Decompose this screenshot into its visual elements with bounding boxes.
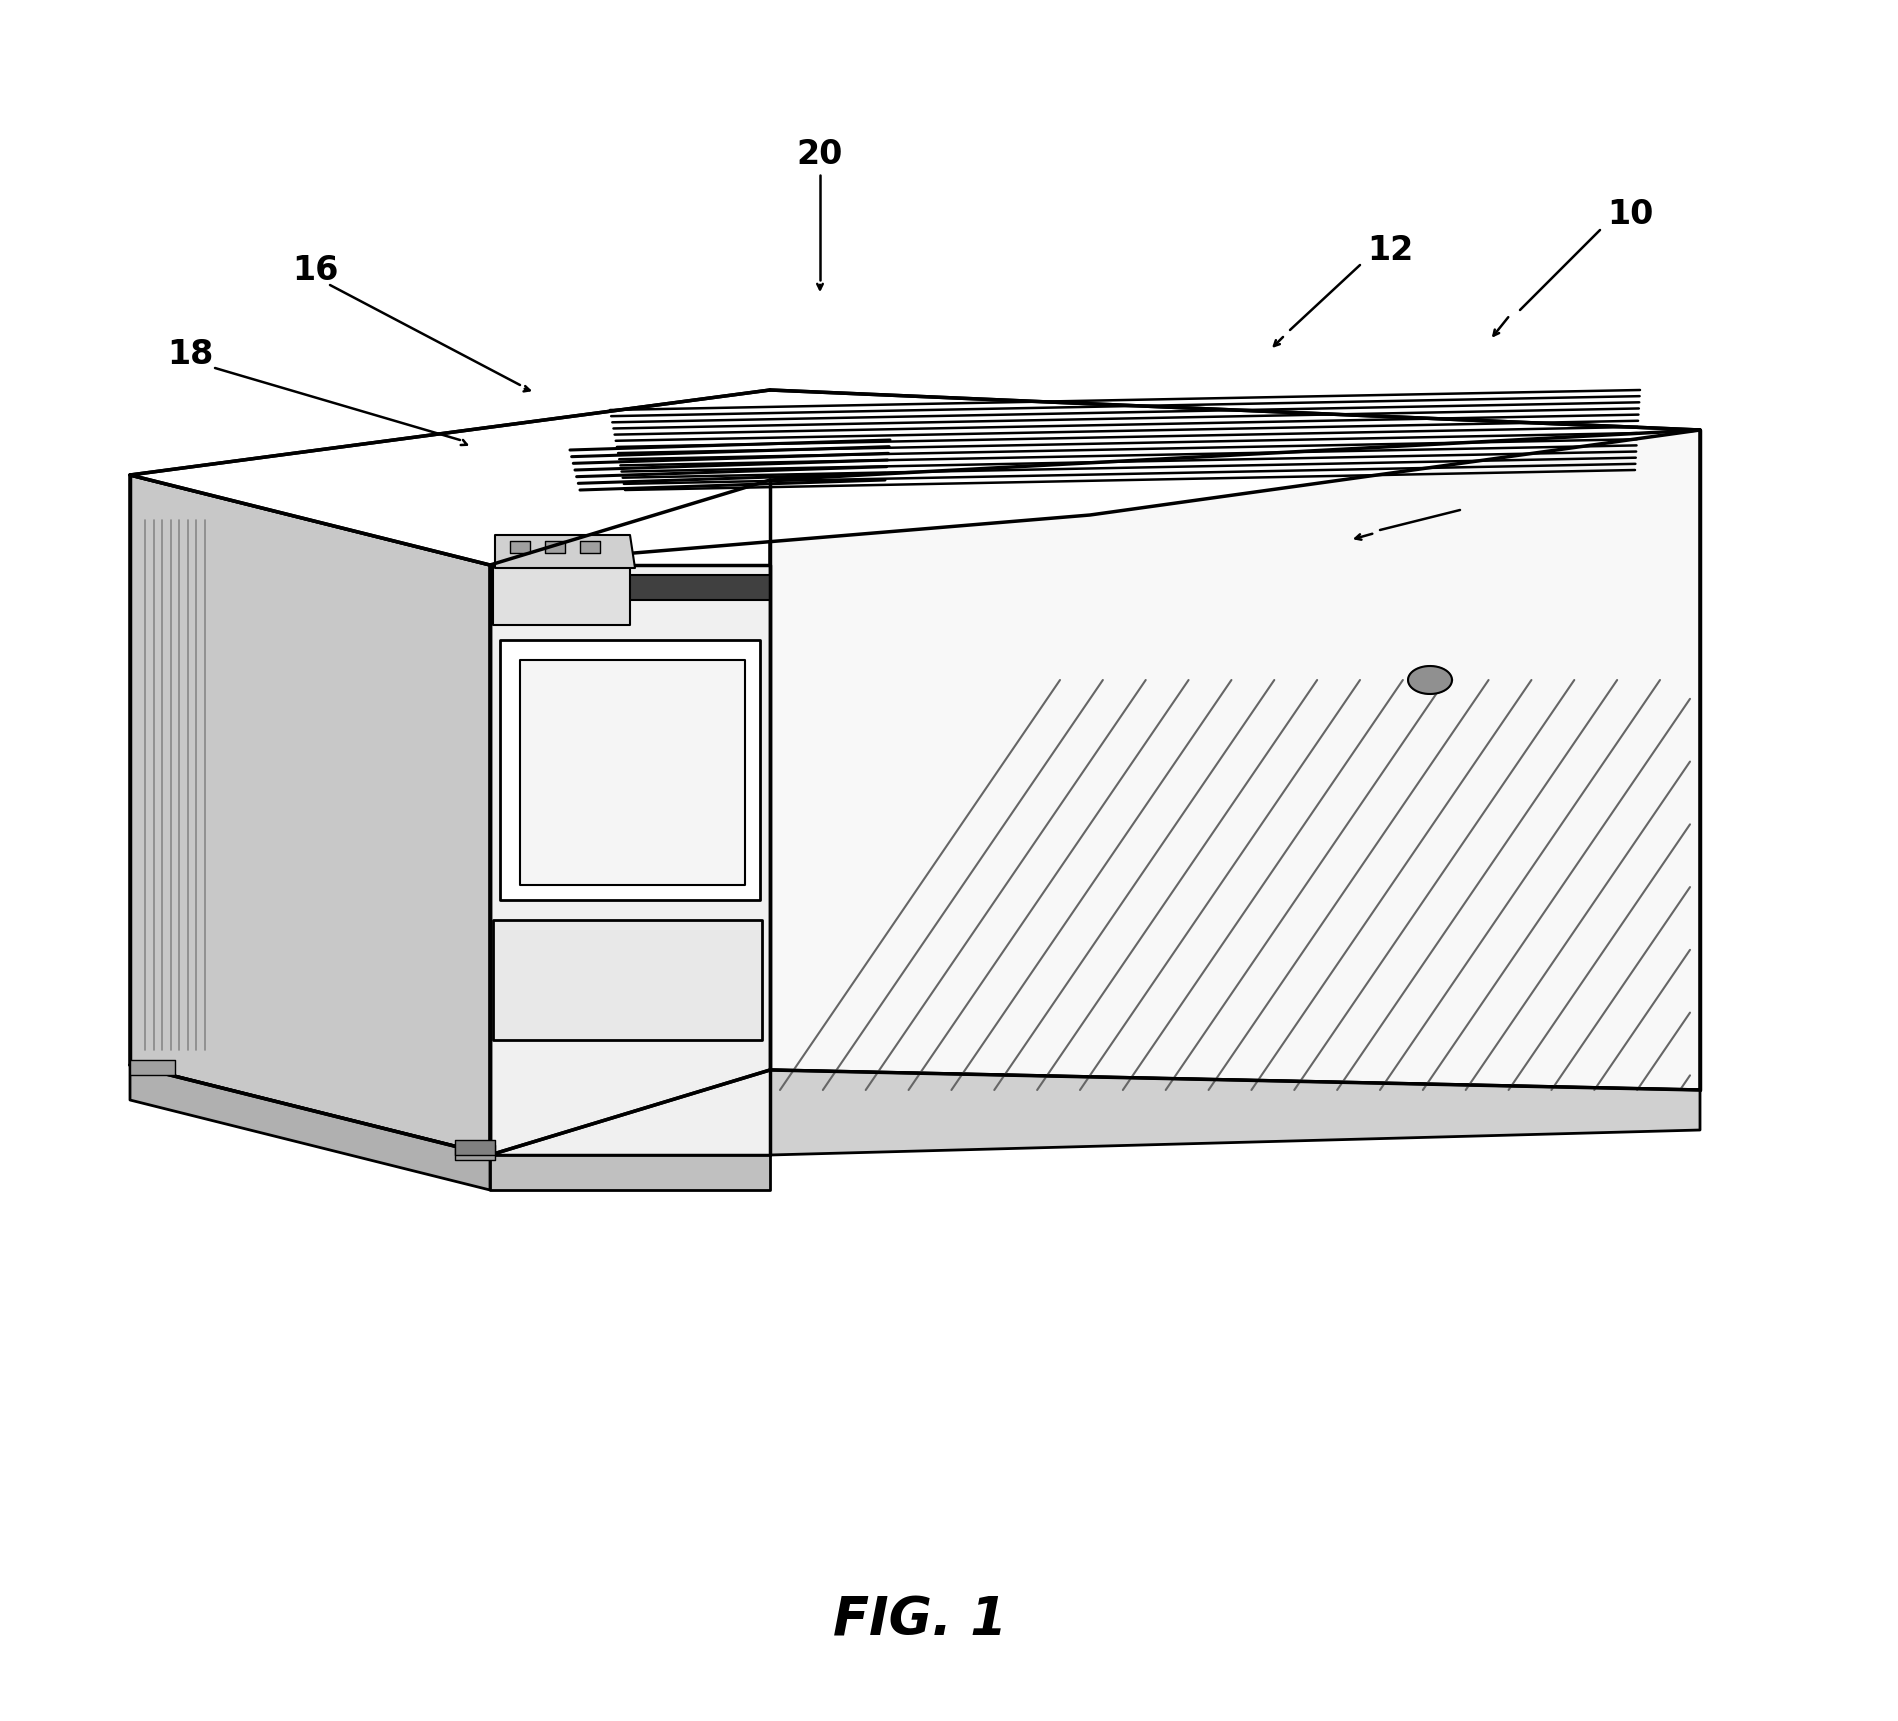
Text: 10: 10 [1608, 198, 1653, 232]
Polygon shape [1408, 666, 1452, 694]
Text: 12: 12 [1367, 234, 1414, 267]
Polygon shape [495, 535, 636, 568]
Polygon shape [129, 475, 490, 1155]
Polygon shape [520, 659, 746, 885]
Text: 18: 18 [167, 339, 213, 372]
Polygon shape [129, 1065, 490, 1189]
Text: FIG. 1: FIG. 1 [833, 1594, 1008, 1645]
Text: 20: 20 [797, 138, 843, 172]
Polygon shape [499, 640, 759, 900]
Polygon shape [511, 540, 530, 552]
Polygon shape [129, 1060, 175, 1076]
Polygon shape [490, 1155, 771, 1189]
Polygon shape [456, 1144, 495, 1160]
Polygon shape [456, 1139, 495, 1155]
Polygon shape [129, 391, 1701, 564]
Polygon shape [771, 1070, 1701, 1155]
Polygon shape [490, 564, 771, 1155]
Polygon shape [581, 540, 600, 552]
Text: 14: 14 [1471, 489, 1518, 521]
Polygon shape [493, 564, 630, 625]
Polygon shape [771, 430, 1701, 1089]
Polygon shape [545, 540, 566, 552]
Text: 16: 16 [292, 253, 338, 286]
Polygon shape [493, 921, 761, 1039]
Polygon shape [490, 575, 771, 601]
